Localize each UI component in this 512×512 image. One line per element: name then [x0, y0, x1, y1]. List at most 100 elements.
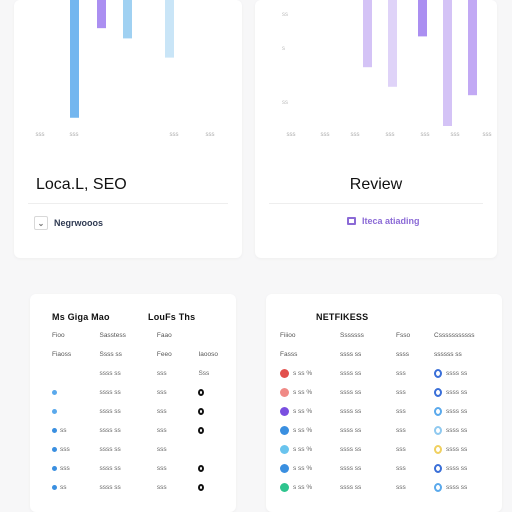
- cell: sss: [156, 408, 167, 415]
- status-dot-icon: [280, 445, 289, 454]
- cell-status: s ss %: [278, 459, 338, 478]
- table-row[interactable]: ssss ss sss: [50, 402, 220, 421]
- column-subheader: Fasss: [280, 351, 298, 358]
- cell-status: s ss %: [278, 383, 338, 402]
- y-tick-label: ss: [282, 100, 288, 106]
- table-row[interactable]: s ss % ssss ss sss ssss ss: [278, 402, 494, 421]
- status-dot-icon: [280, 483, 289, 492]
- cell: ssss ss: [99, 370, 121, 377]
- cell-text: s ss %: [293, 389, 313, 397]
- review-action-label: Iteca atiading: [362, 216, 420, 226]
- cell: ssss ss: [99, 427, 121, 434]
- cell: sss: [396, 408, 406, 415]
- cell: sss: [396, 484, 406, 491]
- cell-text: ssss ss: [446, 427, 468, 435]
- keywords-action[interactable]: ⌄ Negrwooos: [34, 216, 103, 230]
- cell-text: ss: [60, 484, 67, 491]
- column-header: Fiiioo: [280, 332, 296, 339]
- column-subheader: ssssss ss: [434, 351, 462, 358]
- local-seo-chart: sss sss sss sss: [14, 0, 242, 140]
- table-row[interactable]: ss ssss ss sss: [50, 421, 220, 440]
- cell: ssss ss: [340, 446, 362, 453]
- cell-text: sss: [60, 465, 70, 472]
- cell: [196, 459, 220, 478]
- cell-text: s ss %: [293, 465, 313, 473]
- table-row[interactable]: sss ssss ss sss: [50, 459, 220, 478]
- cell: ssss ss: [340, 427, 362, 434]
- x-tick-label: sss: [421, 132, 430, 138]
- cell: [196, 421, 220, 440]
- cell: ssss ss: [432, 421, 494, 440]
- table-row[interactable]: s ss % ssss ss sss ssss ss: [278, 421, 494, 440]
- table-row[interactable]: s ss % ssss ss sss ssss ss: [278, 440, 494, 459]
- table-row[interactable]: sss ssss ss sss: [50, 440, 220, 459]
- review-action[interactable]: Iteca atiading: [347, 216, 420, 226]
- cell-status: s ss %: [278, 440, 338, 459]
- cell: sss: [156, 427, 167, 434]
- cell-status: [50, 402, 97, 421]
- status-dot-icon: [52, 446, 57, 452]
- status-dot-icon: [280, 407, 289, 416]
- review-card[interactable]: sss sss sss sss sss sss sss ss s ss Review Iteca …: [255, 0, 497, 258]
- card-title-review: Review: [349, 176, 403, 193]
- status-dot-icon: [280, 426, 289, 435]
- cell-text: ssss ss: [446, 446, 468, 454]
- table-row[interactable]: s ss % ssss ss sss ssss ss: [278, 478, 494, 497]
- ring-icon: [434, 445, 442, 454]
- cell: ssss ss: [432, 459, 494, 478]
- cell: ssss ss: [340, 465, 362, 472]
- chevron-down-icon: ⌄: [34, 216, 48, 230]
- ring-icon: [198, 483, 205, 491]
- x-tick-label: sss: [483, 132, 492, 138]
- table-subheader-row: Fiaoss Ssss ss Feeo Iaooso: [50, 345, 220, 364]
- ring-icon: [434, 483, 442, 492]
- x-tick-label: sss: [206, 132, 215, 138]
- cell-status: [50, 364, 97, 383]
- table-row[interactable]: s ss % ssss ss sss ssss ss: [278, 383, 494, 402]
- column-subheader: Ssss ss: [99, 351, 122, 358]
- cell-status: s ss %: [278, 478, 338, 497]
- cell: sss: [396, 427, 406, 434]
- table-a-title-left: Ms Giga Mao: [52, 312, 110, 322]
- table-row[interactable]: s ss % ssss ss sss ssss ss: [278, 364, 494, 383]
- cell-text: ss: [60, 427, 67, 434]
- ring-icon: [198, 426, 205, 434]
- y-tick-label: ss: [282, 12, 288, 18]
- divider: [28, 203, 228, 204]
- cell-text: s ss %: [293, 484, 313, 492]
- table-card-b: NETFIKESS Fiiioo Sssssss Fsso Csssssssss…: [266, 294, 502, 512]
- ring-icon: [434, 369, 442, 378]
- table-row[interactable]: ss ssss ss sss: [50, 478, 220, 497]
- local-seo-card[interactable]: sss sss sss sss Loca.L, SEO ⌄ Negrwooos: [14, 0, 242, 258]
- cell: ssss ss: [99, 446, 121, 453]
- cell: sss: [396, 465, 406, 472]
- x-tick-label: sss: [170, 132, 179, 138]
- ring-icon: [198, 407, 205, 415]
- cell: ssss ss: [340, 389, 362, 396]
- column-subheader: Fiaoss: [52, 351, 72, 358]
- x-tick-label: sss: [451, 132, 460, 138]
- card-title-local-seo: Loca.L, SEO: [36, 176, 127, 193]
- status-dot-icon: [52, 408, 57, 414]
- x-tick-label: sss: [36, 132, 45, 138]
- table-b-title: NETFIKESS: [316, 312, 369, 322]
- cell: sss: [156, 370, 167, 377]
- ring-icon: [434, 464, 442, 473]
- table-row[interactable]: ssss ss sss Sss: [50, 364, 220, 383]
- column-header: Sssssss: [340, 332, 364, 339]
- column-subheader: Feeo: [156, 351, 172, 358]
- x-tick-label: sss: [321, 132, 330, 138]
- table-header-row: Fioo Sasstess Faao: [50, 326, 220, 345]
- chart-bar: [123, 0, 132, 39]
- column-subheader: Iaooso: [198, 351, 218, 358]
- cell: ssss ss: [99, 389, 121, 396]
- table-row[interactable]: s ss % ssss ss sss ssss ss: [278, 459, 494, 478]
- table-row[interactable]: ssss ss sss: [50, 383, 220, 402]
- cell-text: ssss ss: [446, 484, 468, 492]
- x-tick-label: sss: [287, 132, 296, 138]
- cell: Sss: [196, 364, 220, 383]
- cell-text: sss: [60, 446, 70, 453]
- table-card-a: Ms Giga Mao LouFs Ths Fioo Sasstess Faao…: [30, 294, 236, 512]
- cell: sss: [156, 465, 167, 472]
- status-dot-icon: [280, 388, 289, 397]
